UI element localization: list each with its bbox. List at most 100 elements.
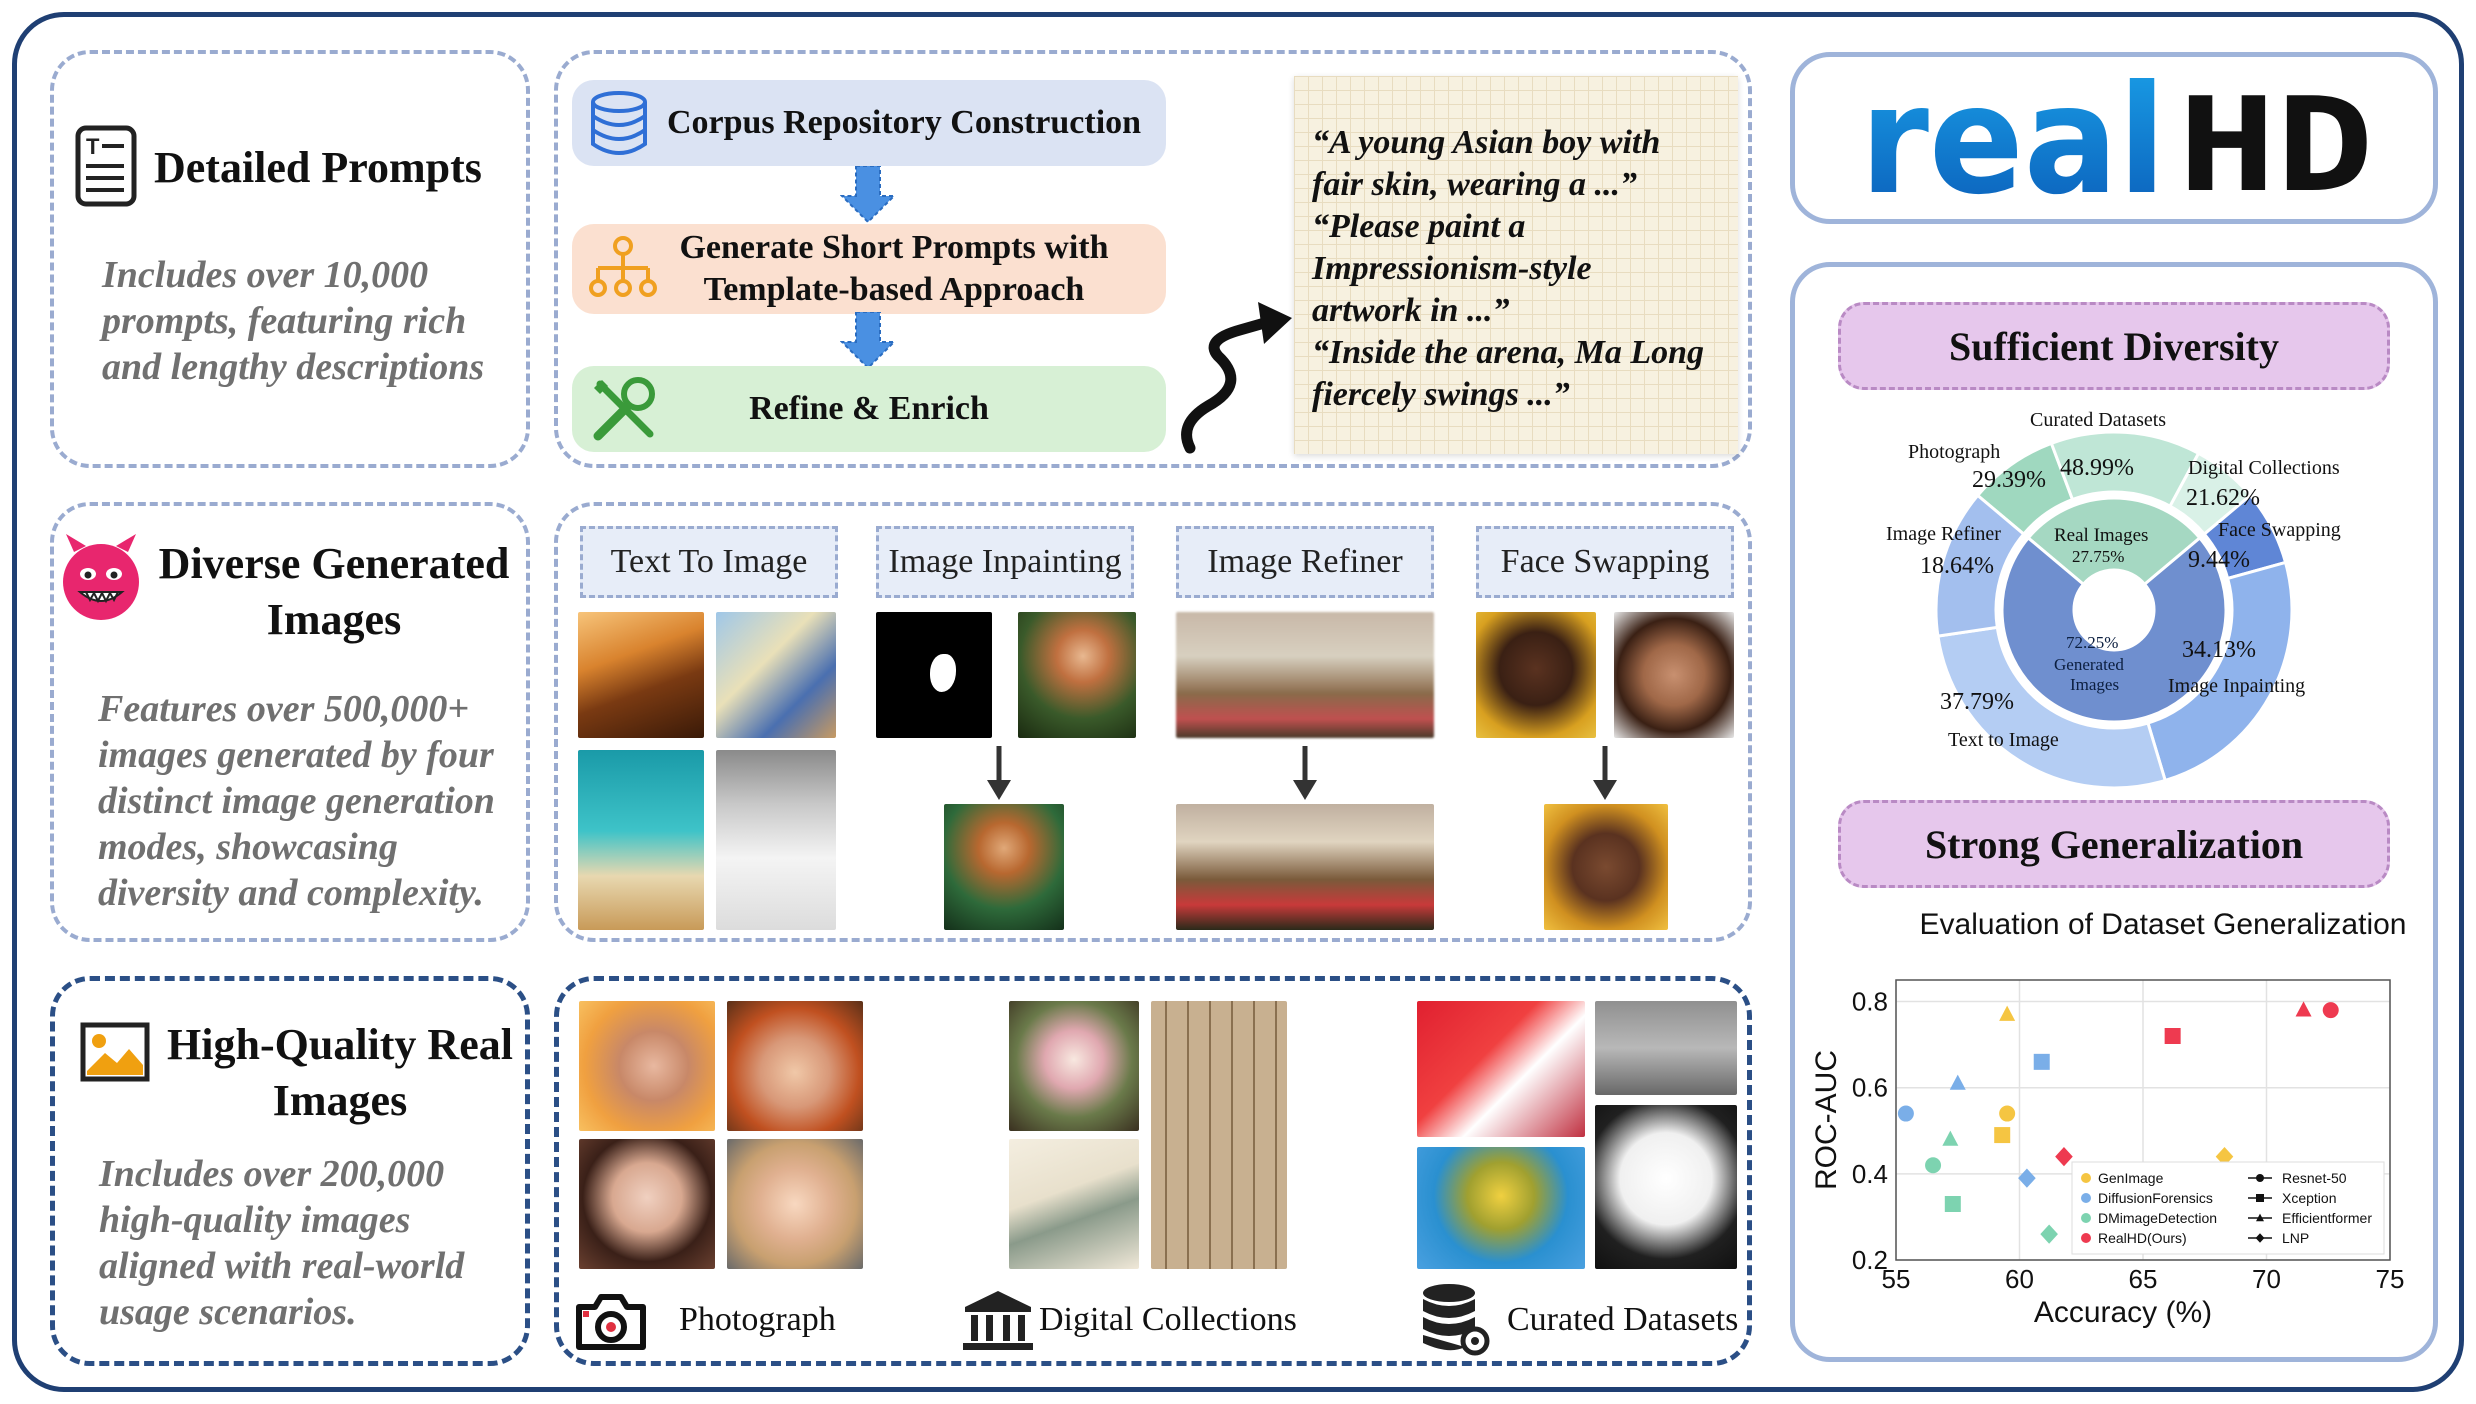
data-point	[1944, 1196, 1961, 1212]
sample-image-landscape-refined	[1176, 804, 1434, 930]
prompts-desc: Includes over 10,000 prompts, featuring …	[102, 254, 485, 388]
generated-images-desc: Features over 500,000+ images generated …	[98, 688, 495, 914]
tools-icon	[593, 377, 655, 441]
sample-image-portrait	[1018, 612, 1136, 738]
hierarchy-icon	[589, 236, 657, 297]
label-image-refiner: Image Refiner	[1886, 523, 2001, 545]
diversity-sunburst	[1934, 430, 2294, 790]
database-search-icon	[1423, 1284, 1490, 1356]
down-arrow-icon	[1293, 746, 1317, 800]
data-point	[2033, 1053, 2050, 1070]
real-images-title: High-Quality Real Images	[167, 1020, 513, 1125]
label-face-swapping: Face Swapping	[2218, 519, 2341, 541]
document-icon: T	[75, 125, 137, 207]
label-photograph: Photograph	[1908, 441, 2001, 463]
data-point	[1949, 1074, 1966, 1090]
legend-swatch	[2081, 1233, 2091, 1243]
stats-panel	[1790, 262, 2438, 1362]
realhd-logo: real HD	[1860, 64, 2374, 204]
label-generated-images: Generated	[2054, 655, 2124, 674]
inner-generated-slice	[2000, 535, 2228, 724]
data-point	[1897, 1105, 1914, 1122]
logo-real: real	[1860, 64, 2166, 204]
prompt-examples-paper: “A young Asian boy with fair skin, weari…	[1294, 76, 1738, 454]
photo-face-4	[727, 1139, 863, 1269]
real-sources-panel: Photograph Digital Collections Curated D…	[554, 976, 1752, 1366]
source-photograph: Photograph	[679, 1301, 836, 1338]
data-point	[2055, 1147, 2073, 1167]
dataset-basketball	[1417, 1001, 1585, 1137]
data-point	[2018, 1168, 2036, 1188]
y-axis-label: ROC-AUC	[1810, 1050, 1843, 1190]
legend-marker	[2256, 1194, 2264, 1202]
legend-marker	[2255, 1233, 2265, 1243]
y-tick-label: 0.4	[1852, 1159, 1888, 1189]
sample-image-landscape	[1176, 612, 1434, 738]
data-point	[2322, 1002, 2339, 1019]
x-tick-label: 65	[2129, 1264, 2158, 1294]
short-prompt-step: Generate Short Prompts with Template-bas…	[572, 224, 1166, 314]
legend-dataset-label: DMimageDetection	[2098, 1210, 2217, 1226]
value-curated-datasets: 48.99%	[2060, 455, 2134, 481]
outer-slice-text-to-image	[1936, 625, 2168, 790]
down-arrow-icon	[1593, 746, 1617, 800]
value-image-inpainting: 34.13%	[2182, 637, 2256, 663]
legend-box	[2071, 1161, 2385, 1255]
legend-model-label: Efficientformer	[2282, 1210, 2372, 1226]
museum-icon	[963, 1291, 1033, 1350]
sample-image-bride	[716, 750, 836, 930]
generated-images-panel: Diverse Generated Images Features over 5…	[50, 502, 530, 942]
down-arrow-icon	[987, 746, 1011, 800]
sample-image-portrait-result	[944, 804, 1064, 930]
y-tick-label: 0.8	[1852, 987, 1888, 1017]
data-point	[2295, 1001, 2312, 1017]
value-digital-collections: 21.62%	[2186, 485, 2260, 511]
data-point	[2164, 1028, 2181, 1044]
generalization-scatter-chart: Evaluation of Dataset Generalization 55 60…	[1810, 908, 2406, 1329]
source-digital-collections: Digital Collections	[1039, 1301, 1297, 1338]
generation-modes-panel: Text To Image Image Inpainting Image Ref…	[554, 502, 1752, 942]
down-arrow-icon	[840, 312, 896, 370]
dataset-tree	[1417, 1147, 1585, 1269]
value-photograph: 29.39%	[1972, 467, 2046, 493]
sample-face-target	[1614, 612, 1734, 738]
value-face-swapping: 9.44%	[2188, 547, 2250, 573]
label-digital-collections: Digital Collections	[2188, 457, 2340, 479]
sample-face-result	[1544, 804, 1668, 930]
real-images-panel: High-Quality Real Images Includes over 2…	[50, 976, 530, 1366]
data-point	[1999, 1005, 2016, 1021]
outer-frame	[12, 12, 2464, 1392]
source-curated-datasets: Curated Datasets	[1507, 1301, 1739, 1338]
photo-face-2	[727, 1001, 863, 1131]
sample-face-source	[1476, 612, 1596, 738]
generated-images-title: Diverse Generated Images	[158, 539, 510, 644]
value-real-images: 27.75%	[2072, 547, 2125, 566]
legend-dataset-label: DiffusionForensics	[2098, 1190, 2213, 1206]
collection-flowers	[1009, 1001, 1139, 1131]
legend-swatch	[2081, 1193, 2091, 1203]
collection-calligraphy	[1151, 1001, 1287, 1269]
x-tick-label: 70	[2252, 1264, 2281, 1294]
dataset-birds	[1595, 1001, 1737, 1095]
collection-ink-painting	[1009, 1139, 1139, 1269]
diversity-title: Sufficient Diversity	[1838, 302, 2390, 390]
x-axis-label: Accuracy (%)	[2034, 1296, 2212, 1329]
legend-model-label: LNP	[2282, 1230, 2309, 1246]
label-image-inpainting: Image Inpainting	[2168, 675, 2306, 697]
mode-text-to-image: Text To Image	[580, 526, 838, 598]
logo-hd: HD	[2178, 69, 2374, 204]
legend-dataset-label: RealHD(Ours)	[2098, 1230, 2187, 1246]
database-icon	[591, 91, 647, 155]
real-images-desc: Includes over 200,000 high-quality image…	[99, 1153, 465, 1333]
label-curated-datasets: Curated Datasets	[2030, 409, 2167, 431]
monster-icon	[63, 534, 139, 620]
prompts-title: Detailed Prompts	[154, 143, 482, 192]
x-tick-label: 55	[1882, 1264, 1911, 1294]
legend-swatch	[2081, 1173, 2091, 1183]
curved-arrow-icon	[1181, 302, 1292, 454]
outer-slice-image-refiner	[1934, 493, 2026, 638]
y-tick-label: 0.6	[1852, 1073, 1888, 1103]
data-point	[1925, 1157, 1942, 1174]
value-image-refiner: 18.64%	[1920, 553, 1994, 579]
sample-image-mountain	[578, 612, 704, 738]
